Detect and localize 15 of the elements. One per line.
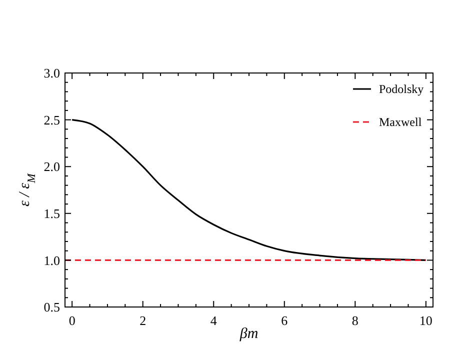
x-tick-label: 8 <box>352 313 358 328</box>
y-tick-label: 2.5 <box>44 112 60 128</box>
x-tick-label: 2 <box>140 313 146 328</box>
y-tick-label: 1.5 <box>44 206 60 221</box>
x-tick-label: 4 <box>210 313 218 328</box>
y-tick-label: 1.0 <box>44 252 60 268</box>
x-axis-title: βm <box>238 326 258 342</box>
y-tick-label: 0.5 <box>44 300 60 315</box>
x-tick-label: 0 <box>68 313 76 328</box>
y-tick-label: 2.0 <box>44 159 60 174</box>
y-tick-label: 3.0 <box>44 66 60 81</box>
x-tick-label: 10 <box>419 313 432 328</box>
legend-label: Podolsky <box>379 82 424 96</box>
x-tick-label: 6 <box>281 313 288 328</box>
legend-label: Maxwell <box>379 115 422 130</box>
